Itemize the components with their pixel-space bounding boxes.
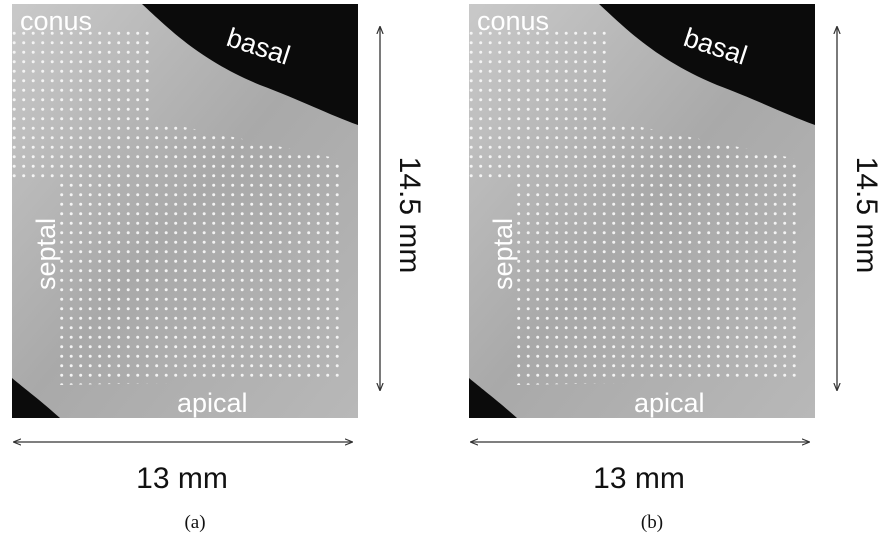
region-label: conus [477,6,549,36]
region-label: apical [177,388,248,418]
region-label: septal [31,218,61,290]
height-label: 14.5 mm [393,157,426,274]
figure: conusbasalseptalapical13 mm14.5 mm(a)con… [0,0,892,537]
height-label: 14.5 mm [850,157,883,274]
region-label: septal [488,218,518,290]
caption: (b) [641,512,663,533]
width-label: 13 mm [593,462,685,495]
region-label: apical [634,388,705,418]
width-label: 13 mm [136,462,228,495]
caption: (a) [184,512,205,533]
region-label: conus [20,6,92,36]
